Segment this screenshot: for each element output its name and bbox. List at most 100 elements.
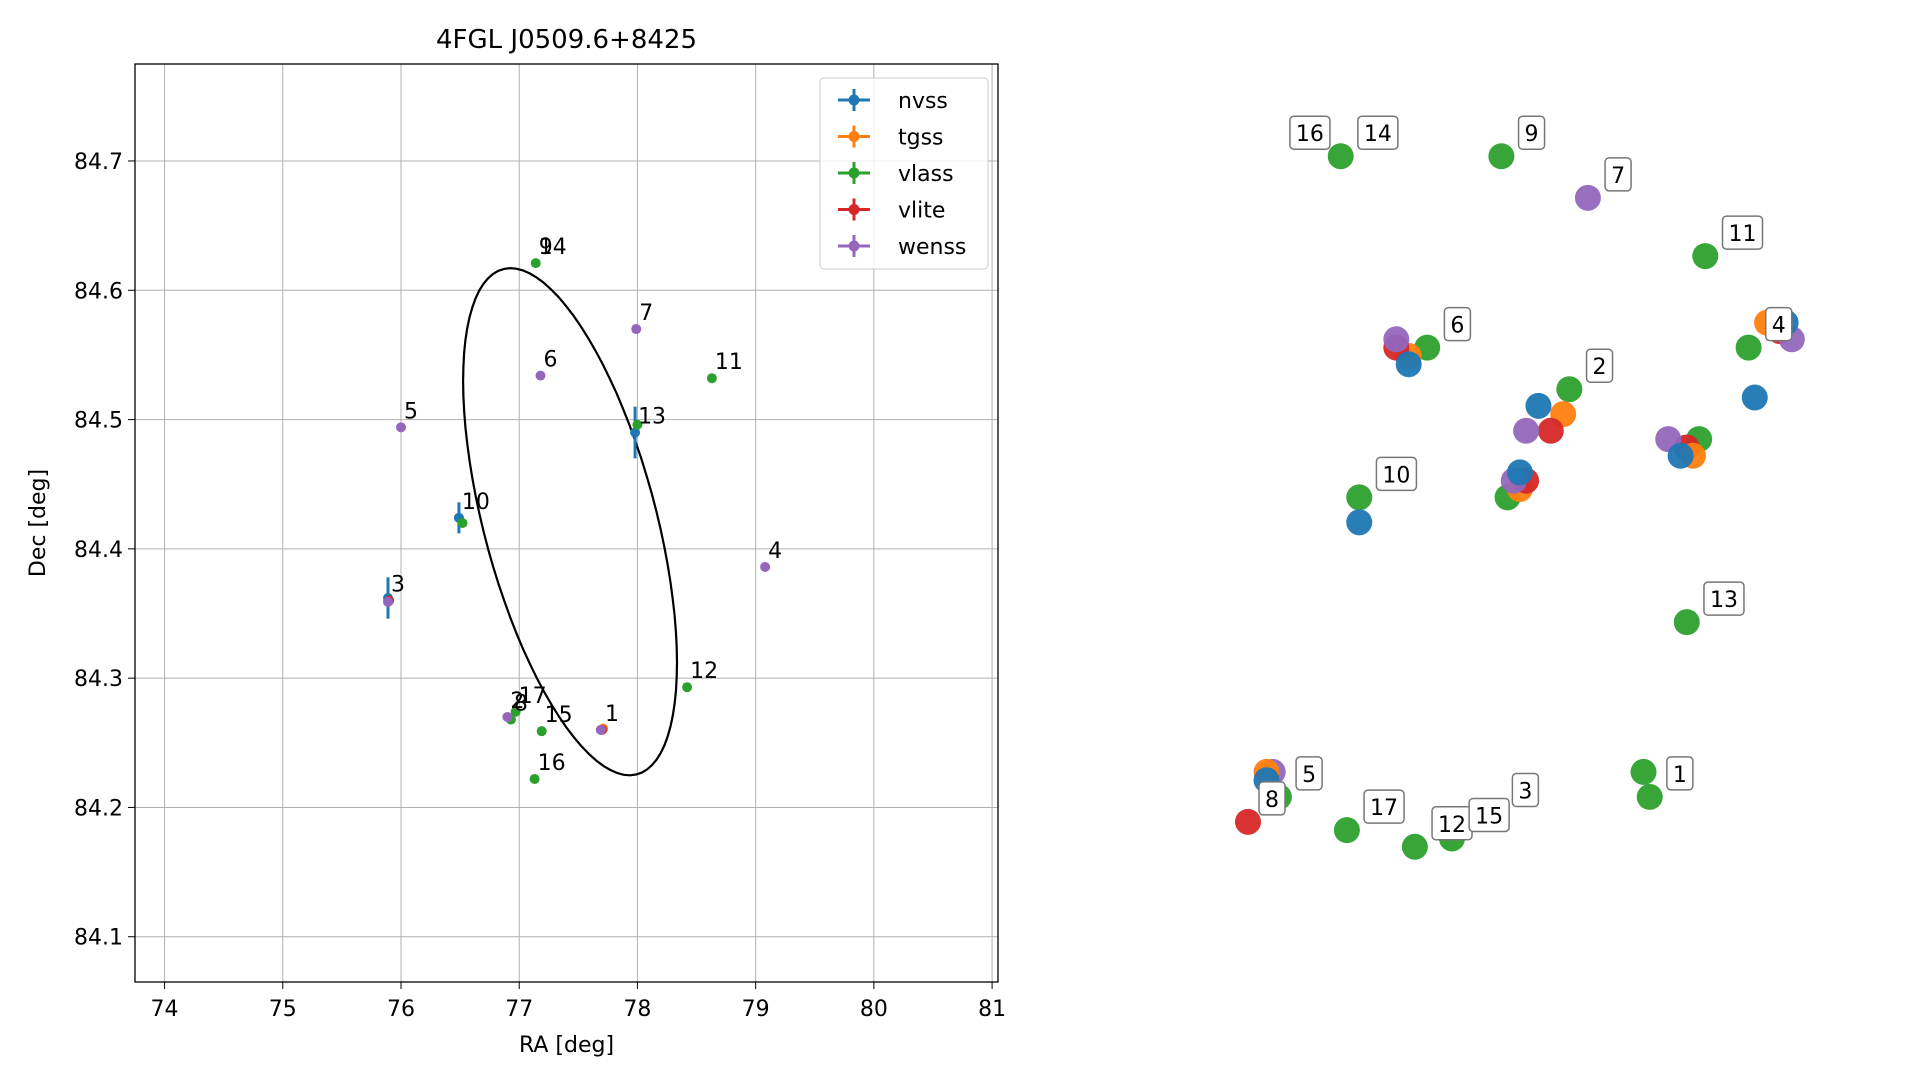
legend-marker-dot [848,240,860,252]
point-label: 4 [768,539,782,564]
marker-label: 6 [1450,314,1464,339]
vlass-marker [1673,609,1700,636]
vlass-marker [1630,758,1657,785]
marker-label: 15 [1475,804,1503,829]
y-tick-label: 84.3 [74,667,123,692]
marker-label: 3 [1518,780,1532,805]
marker-label-box [1517,115,1546,150]
marker-label-box [1511,772,1540,808]
error-ellipse [461,266,679,777]
point-label: 15 [545,703,573,728]
point-label: 13 [638,404,666,429]
point-label: 7 [639,301,653,326]
x-tick-label: 80 [860,997,888,1022]
vlite-marker [1537,417,1564,444]
marker-label: 7 [1611,164,1625,189]
vlass-marker [1735,334,1762,361]
marker-label: 5 [1302,763,1316,788]
legend-label: tgss [898,126,944,151]
legend-marker-dot [848,94,860,106]
y-tick-label: 84.5 [74,409,123,434]
vlass-marker [1333,817,1360,844]
marker-label-box [1666,756,1694,791]
marker-label-box [1375,456,1418,492]
legend-marker-dot [848,204,860,215]
marker-label: 4 [1772,314,1786,339]
wenss-point [535,370,546,381]
marker-label-box [1258,781,1286,816]
vlass-point [529,774,540,785]
vlass-point [706,373,717,384]
marker-label: 2 [1593,355,1607,380]
legend-label: vlass [898,162,954,187]
vlass-point [457,518,468,528]
legend-label: wenss [898,235,966,260]
marker-label: 11 [1729,222,1757,247]
nvss-marker [1667,442,1694,469]
source-overlap-panel: 14 9 7 11 6 5 10 4 2 1 13 3 12 15 17 16 8 [1235,115,1805,860]
marker-label-box [1363,789,1405,824]
vlass-marker [1636,783,1663,810]
nvss-marker [1525,392,1552,419]
vlass-point [530,258,541,269]
marker-label-box [1765,306,1793,342]
marker-label: 9 [1525,122,1539,147]
marker-label-box [1443,306,1472,342]
marker-label-box [1357,115,1399,150]
marker-label: 17 [1370,796,1398,821]
vlass-marker [1346,484,1373,511]
marker-label: 13 [1710,588,1738,613]
point-label: 5 [404,399,418,424]
point-label: 9 [539,235,553,260]
wenss-marker [1574,184,1601,211]
point-label: 17 [519,684,547,709]
x-tick-label: 74 [151,997,179,1022]
y-tick-label: 84.1 [74,926,123,951]
legend-label: vlite [898,199,945,224]
vlass-marker [1556,376,1583,403]
legend-label: nvss [898,89,948,114]
marker-label-box [1585,348,1614,383]
wenss-point [382,596,393,607]
nvss-marker [1741,384,1768,411]
vlass-point [510,706,521,717]
vlass-point [682,682,693,693]
vlass-marker [1488,143,1515,170]
vlass-marker [1401,833,1428,860]
marker-label: 12 [1438,813,1466,838]
point-label: 2 [510,689,524,714]
x-axis-label: RA [deg] [519,1033,614,1058]
marker-label: 10 [1382,463,1410,488]
vlass-point [536,726,547,737]
vlass-point [632,419,643,430]
y-tick-label: 84.7 [74,150,123,175]
legend-marker-dot [848,131,860,142]
nvss-marker [1506,459,1533,486]
chart-title: 4FGL J0509.6+8425 [436,25,697,55]
vlite-marker [1235,808,1261,835]
legend-marker-dot [848,167,860,179]
marker-label-box [1295,756,1323,791]
marker-label-box [1289,115,1331,150]
point-label: 1 [605,702,619,727]
point-label: 8 [514,692,528,717]
point-label: 12 [690,659,718,684]
marker-label: 1 [1673,763,1687,788]
sky-scatter-plot: 74 75 76 77 78 79 80 8184.184.284.384.484.584.6… [26,25,1006,1058]
x-tick-label: 75 [269,997,297,1022]
wenss-point [502,711,513,722]
point-label: 3 [391,573,405,598]
vlass-marker [1327,143,1354,170]
marker-label: 14 [1364,122,1392,147]
y-tick-label: 84.2 [74,796,123,821]
wenss-marker [1383,326,1410,353]
wenss-point [760,561,771,572]
marker-label-box [1468,797,1510,833]
vlass-marker [1692,243,1719,270]
wenss-point [395,422,406,433]
point-label: 16 [538,751,566,776]
x-tick-label: 76 [387,997,415,1022]
legend-box [819,77,989,270]
